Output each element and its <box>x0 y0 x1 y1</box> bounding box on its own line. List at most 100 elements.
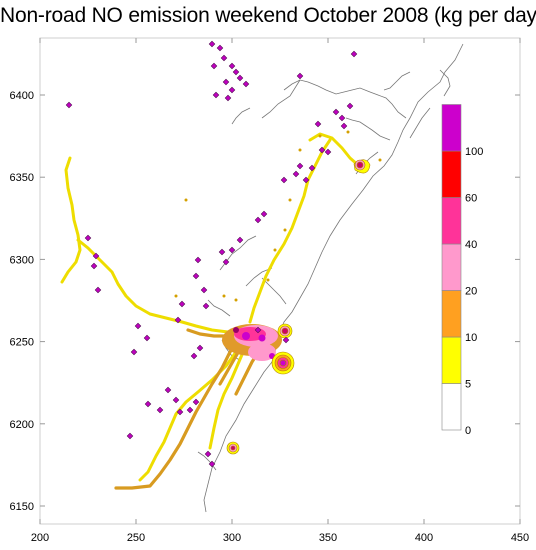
minor-source-marker <box>318 134 322 138</box>
legend-label: 20 <box>465 286 477 298</box>
urban-core <box>222 324 282 361</box>
point-source-marker <box>156 406 164 414</box>
point-source-marker <box>134 322 142 330</box>
hotspot-plume <box>226 441 240 455</box>
point-sources <box>65 40 382 468</box>
point-source-marker <box>172 396 180 404</box>
point-source-marker <box>228 246 236 254</box>
minor-source-marker <box>283 228 287 232</box>
hotspot-plume <box>271 351 295 375</box>
x-tick-label: 450 <box>511 532 529 544</box>
point-source-marker <box>216 44 224 52</box>
minor-source-marker <box>273 248 277 252</box>
x-tick-label: 200 <box>31 532 49 544</box>
legend-label: 100 <box>465 146 483 158</box>
point-source-marker <box>338 114 346 122</box>
legend-label: 5 <box>465 379 471 391</box>
point-source-marker <box>202 302 210 310</box>
minor-source-marker <box>174 294 178 298</box>
point-source-marker <box>208 40 216 48</box>
point-source-marker <box>242 80 250 88</box>
point-source-marker <box>143 334 151 342</box>
point-source-marker <box>94 286 102 294</box>
point-source-marker <box>228 62 236 70</box>
point-source-marker <box>254 326 262 334</box>
hotspot-plumes <box>226 159 371 455</box>
legend-label: 60 <box>465 193 477 205</box>
point-source-marker <box>130 348 138 356</box>
point-source-marker <box>200 286 208 294</box>
coastline <box>197 43 464 513</box>
map-title: Non-road NO emission weekend October 200… <box>0 4 536 27</box>
point-source-marker <box>144 400 152 408</box>
minor-source-marker <box>266 278 270 282</box>
point-source-marker <box>302 176 310 184</box>
point-source-marker <box>292 170 300 178</box>
axis-ticks: 200 250 300 350 400 4506150620062506300635064… <box>10 38 529 544</box>
legend-swatch <box>441 197 462 245</box>
point-source-marker <box>346 102 354 110</box>
x-tick-label: 350 <box>319 532 337 544</box>
minor-source-marker <box>346 130 350 134</box>
minor-source-marker <box>222 294 226 298</box>
point-source-marker <box>218 248 226 256</box>
y-tick-label: 6150 <box>10 501 34 513</box>
x-tick-label: 300 <box>223 532 241 544</box>
point-source-marker <box>314 120 322 128</box>
point-source-marker <box>308 164 316 172</box>
point-source-marker <box>126 432 134 440</box>
point-source-marker <box>324 148 332 156</box>
hotspot-plume <box>277 323 293 339</box>
point-source-marker <box>228 86 236 94</box>
point-source-marker <box>340 122 348 130</box>
point-source-marker <box>210 62 218 70</box>
point-source-marker <box>236 74 244 82</box>
minor-source-marker <box>378 158 382 162</box>
minor-source-marker <box>184 198 188 202</box>
point-source-marker <box>196 344 204 352</box>
point-source-marker <box>208 460 216 468</box>
y-tick-label: 6400 <box>10 90 34 102</box>
road-network-yellow <box>60 132 368 482</box>
y-tick-label: 6350 <box>10 172 34 184</box>
plot-frame <box>39 37 521 525</box>
point-source-marker <box>84 234 92 242</box>
point-source-marker <box>212 91 220 99</box>
minor-source-marker <box>288 198 292 202</box>
minor-source-marker <box>298 148 302 152</box>
point-source-marker <box>260 210 268 218</box>
minor-source-marker <box>234 298 238 302</box>
legend: 0 5 10 20 40 60 100 <box>441 104 483 437</box>
point-source-marker <box>222 258 230 266</box>
point-source-marker <box>174 316 182 324</box>
point-source-marker <box>236 236 244 244</box>
point-source-marker <box>224 94 232 102</box>
legend-swatch <box>441 150 462 198</box>
legend-swatch <box>441 383 462 431</box>
y-tick-label: 6300 <box>10 254 34 266</box>
legend-label: 10 <box>465 332 477 344</box>
x-tick-label: 250 <box>127 532 145 544</box>
legend-swatch <box>441 104 462 152</box>
point-source-marker <box>90 262 98 270</box>
point-source-marker <box>318 146 326 154</box>
hotspot-plume <box>353 159 371 174</box>
legend-swatch <box>441 336 462 384</box>
point-source-marker <box>296 72 304 80</box>
point-source-marker <box>254 216 262 224</box>
y-tick-label: 6200 <box>10 419 34 431</box>
point-source-marker <box>296 162 304 170</box>
point-source-marker <box>232 68 240 76</box>
point-source-marker <box>350 50 358 58</box>
x-tick-label: 400 <box>415 532 433 544</box>
y-tick-label: 6250 <box>10 337 34 349</box>
point-source-marker <box>332 108 340 116</box>
point-source-marker <box>190 352 198 360</box>
point-source-marker <box>220 54 228 62</box>
point-source-marker <box>176 408 184 416</box>
point-source-marker <box>186 406 194 414</box>
legend-swatch <box>441 243 462 291</box>
legend-label: 40 <box>465 239 477 251</box>
legend-label: 0 <box>465 425 471 437</box>
